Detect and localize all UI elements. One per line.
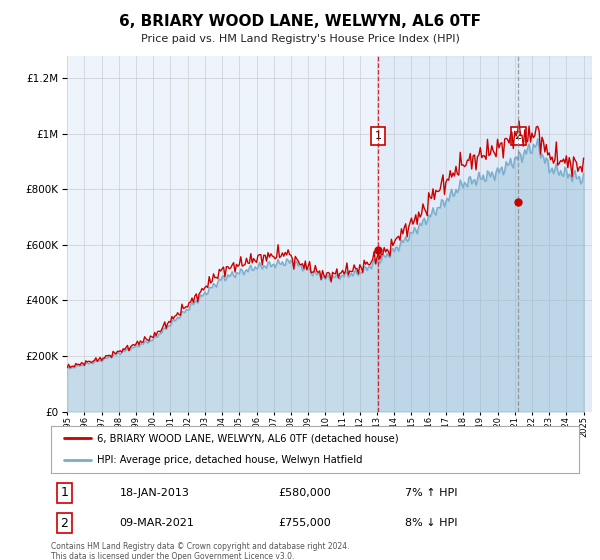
Text: 6, BRIARY WOOD LANE, WELWYN, AL6 0TF: 6, BRIARY WOOD LANE, WELWYN, AL6 0TF — [119, 14, 481, 29]
Text: 6, BRIARY WOOD LANE, WELWYN, AL6 0TF (detached house): 6, BRIARY WOOD LANE, WELWYN, AL6 0TF (de… — [97, 433, 399, 444]
Text: £580,000: £580,000 — [278, 488, 331, 498]
Bar — [378, 56, 592, 412]
Text: 2: 2 — [60, 516, 68, 530]
Text: 1: 1 — [60, 486, 68, 500]
Text: Price paid vs. HM Land Registry's House Price Index (HPI): Price paid vs. HM Land Registry's House … — [140, 34, 460, 44]
Text: £755,000: £755,000 — [278, 518, 331, 528]
Text: 2: 2 — [515, 131, 522, 141]
Text: 7% ↑ HPI: 7% ↑ HPI — [405, 488, 457, 498]
Text: 8% ↓ HPI: 8% ↓ HPI — [405, 518, 457, 528]
Text: 18-JAN-2013: 18-JAN-2013 — [119, 488, 190, 498]
Text: Contains HM Land Registry data © Crown copyright and database right 2024.
This d: Contains HM Land Registry data © Crown c… — [51, 542, 349, 560]
Text: HPI: Average price, detached house, Welwyn Hatfield: HPI: Average price, detached house, Welw… — [97, 455, 363, 465]
Text: 1: 1 — [374, 131, 382, 141]
Text: 09-MAR-2021: 09-MAR-2021 — [119, 518, 194, 528]
